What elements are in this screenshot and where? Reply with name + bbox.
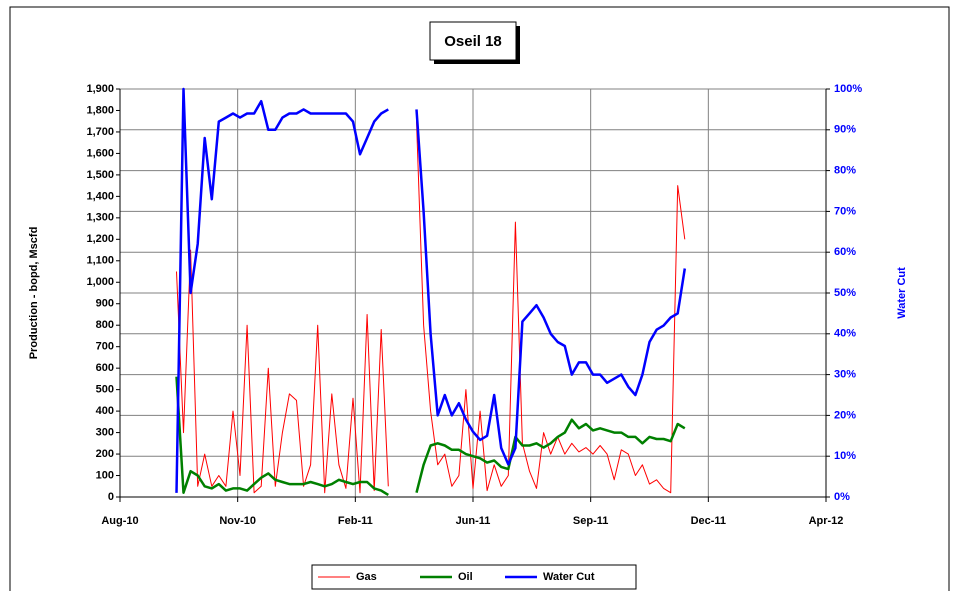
- y-tick-label: 1,200: [86, 233, 114, 245]
- chart-title: Oseil 18: [444, 33, 502, 50]
- x-tick-label: Sep-11: [573, 515, 608, 527]
- y-tick-label: 1,500: [86, 169, 114, 181]
- x-tick-label: Jun-11: [456, 515, 491, 527]
- y-tick-label: 800: [96, 319, 114, 331]
- y-tick-label: 900: [96, 298, 114, 310]
- y-tick-label: 1,900: [86, 83, 114, 95]
- y-tick-label: 600: [96, 362, 114, 374]
- y-tick-label: 700: [96, 341, 114, 353]
- y-tick-label: 1,600: [86, 147, 114, 159]
- series-line: [415, 109, 687, 466]
- y-tick-label: 1,700: [86, 126, 114, 138]
- y-tick-label: 1,100: [86, 255, 114, 267]
- y-tick-label: 300: [96, 426, 114, 438]
- y2-tick-label: 10%: [834, 450, 856, 462]
- y-tick-label: 0: [108, 491, 114, 503]
- y2-tick-label: 0%: [834, 491, 850, 503]
- y-tick-label: 200: [96, 448, 114, 460]
- y2-tick-label: 30%: [834, 369, 856, 381]
- x-tick-label: Feb-11: [338, 515, 373, 527]
- series-line: [175, 87, 389, 493]
- x-tick-label: Nov-10: [219, 515, 256, 527]
- series-line: [415, 418, 686, 494]
- y2-tick-label: 100%: [834, 83, 862, 95]
- legend-label: Water Cut: [543, 571, 595, 583]
- y2-tick-label: 80%: [834, 165, 856, 177]
- y-tick-label: 500: [96, 384, 114, 396]
- y2-tick-label: 70%: [834, 205, 856, 217]
- y2-axis-label: Water Cut: [896, 267, 908, 319]
- series-line: [175, 376, 389, 496]
- legend-label: Oil: [458, 571, 473, 583]
- y-tick-label: 1,400: [86, 190, 114, 202]
- x-tick-label: Aug-10: [101, 515, 138, 527]
- y2-tick-label: 90%: [834, 124, 856, 136]
- y2-tick-label: 60%: [834, 246, 856, 258]
- y-tick-label: 1,800: [86, 104, 114, 116]
- title-box: [429, 21, 517, 61]
- y-tick-label: 1,300: [86, 212, 114, 224]
- x-tick-label: Apr-12: [809, 515, 844, 527]
- series-line: [416, 121, 686, 494]
- y-tick-label: 400: [96, 405, 114, 417]
- legend: [311, 564, 637, 590]
- legend-label: Gas: [356, 571, 377, 583]
- y2-tick-label: 20%: [834, 409, 856, 421]
- y-tick-label: 1,000: [86, 276, 114, 288]
- y2-tick-label: 50%: [834, 287, 856, 299]
- y-tick-label: 100: [96, 469, 114, 481]
- x-tick-label: Dec-11: [691, 515, 726, 527]
- series-line: [176, 249, 389, 494]
- y2-tick-label: 40%: [834, 328, 856, 340]
- y-axis-label: Production - bopd, Mscfd: [28, 227, 40, 360]
